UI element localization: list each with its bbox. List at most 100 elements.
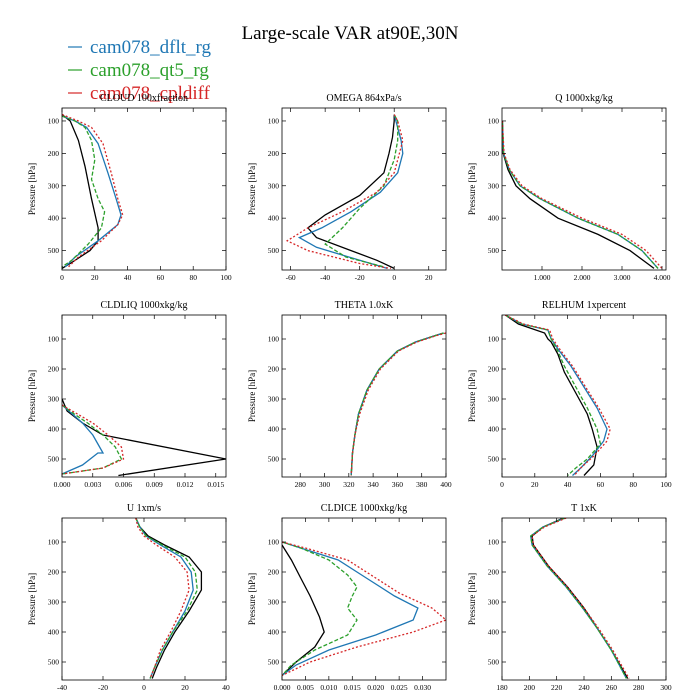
- x-tick-label: 380: [416, 480, 428, 489]
- series-line: [135, 518, 194, 679]
- panel: OMEGA 864xPa/s 100 200 300 400 500 -60 -40 -20 0 2…: [247, 93, 447, 282]
- series-line: [62, 404, 125, 475]
- y-axis-label: Pressure [hPa]: [247, 370, 257, 422]
- y-tick-label: 200: [488, 149, 500, 158]
- y-tick-label: 100: [48, 538, 60, 547]
- x-tick-label: -40: [57, 683, 67, 692]
- x-tick-label: 0.010: [320, 683, 337, 692]
- y-tick-label: 400: [268, 425, 280, 434]
- panel-title: THETA 1.0xK: [335, 300, 394, 311]
- y-tick-label: 400: [488, 214, 500, 223]
- x-tick-label: 280: [295, 480, 307, 489]
- y-tick-label: 300: [488, 181, 500, 190]
- legend: cam078_dflt_rgcam078_qt5_rgcam078_cpldif…: [68, 37, 212, 104]
- series-line: [350, 332, 444, 476]
- panel: THETA 1.0xK 100 200 300 400 500 280 300 320 340 36…: [247, 300, 452, 489]
- x-tick-label: 280: [633, 683, 645, 692]
- x-tick-label: 2.000: [574, 273, 591, 282]
- panel: U 1xm/s 100 200 300 400 500 -40 -20 0 20 40 Pressur…: [27, 503, 230, 692]
- y-tick-label: 500: [268, 455, 280, 464]
- x-tick-label: 80: [629, 480, 637, 489]
- y-tick-label: 400: [488, 628, 500, 637]
- panel-series: [135, 518, 203, 679]
- y-tick-label: 300: [268, 181, 280, 190]
- series-line: [504, 315, 608, 476]
- x-tick-label: 0.030: [414, 683, 431, 692]
- y-tick-label: 100: [48, 116, 60, 125]
- panel: CLDICE 1000xkg/kg 100 200 300 400 500 0.000 0.0…: [247, 503, 447, 692]
- y-tick-label: 300: [268, 395, 280, 404]
- x-tick-label: -40: [320, 273, 330, 282]
- y-tick-label: 100: [268, 538, 280, 547]
- panel-series: [504, 315, 611, 476]
- x-tick-label: -20: [355, 273, 365, 282]
- x-tick-label: 40: [564, 480, 572, 489]
- x-tick-label: 180: [496, 683, 508, 692]
- panel-title: OMEGA 864xPa/s: [326, 93, 401, 104]
- y-tick-label: 500: [488, 658, 500, 667]
- y-tick-label: 500: [48, 246, 60, 255]
- series-line: [502, 120, 663, 269]
- y-tick-label: 100: [268, 116, 280, 125]
- y-tick-label: 100: [48, 335, 60, 344]
- series-line: [350, 332, 444, 476]
- series-line: [62, 398, 226, 477]
- series-line: [62, 113, 99, 269]
- x-tick-label: -20: [98, 683, 108, 692]
- series-line: [282, 541, 358, 676]
- series-line: [297, 114, 404, 270]
- series-line: [62, 404, 105, 475]
- x-tick-label: 4.000: [654, 273, 671, 282]
- figure-title: Large-scale VAR at90E,30N: [242, 23, 459, 44]
- y-tick-label: 500: [268, 246, 280, 255]
- y-axis-label: Pressure [hPa]: [27, 573, 37, 625]
- y-tick-label: 500: [48, 658, 60, 667]
- panel-series: [62, 398, 226, 477]
- y-tick-label: 300: [488, 395, 500, 404]
- x-tick-label: 0.020: [367, 683, 384, 692]
- y-axis-label: Pressure [hPa]: [247, 163, 257, 215]
- panel-series: [62, 113, 124, 269]
- panel-title: CLOUD 100xfraction: [100, 93, 188, 104]
- x-tick-label: 40: [124, 273, 132, 282]
- series-line: [282, 544, 325, 676]
- plot-frame: [281, 314, 447, 478]
- series-line: [502, 120, 659, 269]
- series-line: [135, 518, 198, 679]
- x-tick-label: 0.012: [177, 480, 194, 489]
- panels-grid: CLOUD 100xfraction 100 200 300 400 500 0 20 40 60…: [27, 93, 672, 692]
- x-tick-label: 0.015: [207, 480, 224, 489]
- x-tick-label: 0.005: [297, 683, 314, 692]
- y-tick-label: 100: [488, 538, 500, 547]
- y-tick-label: 100: [488, 335, 500, 344]
- y-tick-label: 400: [48, 214, 60, 223]
- legend-label: cam078_dflt_rg: [90, 37, 212, 58]
- panel-title: RELHUM 1xpercent: [542, 300, 626, 311]
- x-tick-label: 100: [660, 480, 672, 489]
- y-tick-label: 100: [488, 116, 500, 125]
- x-tick-label: 60: [597, 480, 605, 489]
- x-tick-label: 0.000: [274, 683, 291, 692]
- panel-series: [529, 518, 630, 679]
- legend-label: cam078_cpldiff: [90, 83, 211, 104]
- series-line: [62, 113, 124, 268]
- legend-entry: cam078_qt5_rg: [68, 60, 209, 81]
- x-tick-label: 60: [157, 273, 165, 282]
- y-axis-label: Pressure [hPa]: [27, 163, 37, 215]
- x-tick-label: 300: [319, 480, 331, 489]
- panel: CLDLIQ 1000xkg/kg 100 200 300 400 500 0.000 0.0…: [27, 300, 227, 489]
- x-tick-label: 40: [222, 683, 230, 692]
- plot-frame: [281, 107, 447, 271]
- x-tick-label: 100: [220, 273, 232, 282]
- series-line: [62, 115, 106, 268]
- series-line: [350, 332, 446, 476]
- x-tick-label: 0: [60, 273, 64, 282]
- y-tick-label: 300: [48, 395, 60, 404]
- x-tick-label: 20: [425, 273, 433, 282]
- x-tick-label: 220: [551, 683, 563, 692]
- x-tick-label: 200: [524, 683, 536, 692]
- y-tick-label: 400: [268, 214, 280, 223]
- series-line: [531, 518, 630, 679]
- panel-title: Q 1000xkg/kg: [555, 93, 613, 104]
